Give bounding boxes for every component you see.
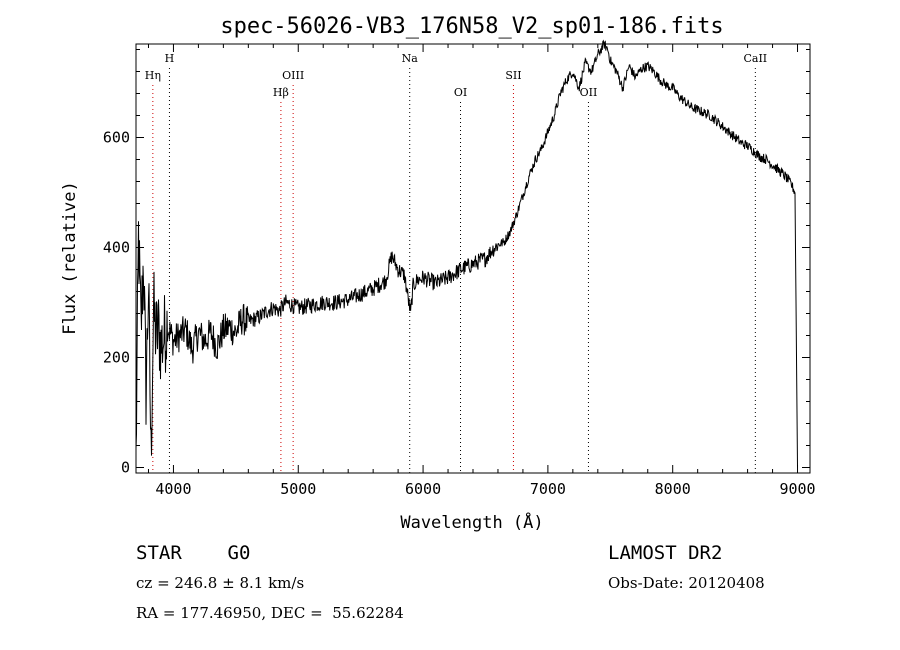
y-tick-label: 0 [121,459,130,477]
survey-name: LAMOST DR2 [608,542,723,564]
spectral-line-label: OI [454,86,467,99]
spectral-line-label: Hβ [273,86,289,99]
spectral-line-label: H [165,52,175,65]
spectral-line-label: OIII [282,69,304,82]
chart-title: spec-56026-VB3_176N58_V2_sp01-186.fits [220,14,723,39]
spectrum-line [135,39,798,468]
x-tick-label: 4000 [155,480,191,498]
y-axis-label: Flux (relative) [60,181,80,335]
x-tick-label: 5000 [280,480,316,498]
spectral-line-label: Hη [145,69,161,82]
coordinates: RA = 177.46950, DEC = 55.62284 [136,604,404,622]
spectral-line-label: CaII [743,52,767,65]
spectral-line-label: SII [505,69,521,82]
x-tick-label: 6000 [405,480,441,498]
y-tick-label: 200 [103,349,130,367]
x-tick-label: 7000 [530,480,566,498]
x-tick-label: 8000 [655,480,691,498]
plot-frame [135,43,811,474]
observation-date: Obs-Date: 20120408 [608,574,765,592]
x-tick-label: 9000 [779,480,815,498]
redshift-info: cz = 246.8 ± 8.1 km/s [136,574,305,592]
y-tick-label: 400 [103,239,130,257]
spectral-line-label: Na [402,52,419,65]
y-tick-label: 600 [103,129,130,147]
object-class: STAR G0 [136,542,251,564]
spectral-line-label: OII [580,86,598,99]
x-axis-label: Wavelength (Å) [400,511,543,533]
